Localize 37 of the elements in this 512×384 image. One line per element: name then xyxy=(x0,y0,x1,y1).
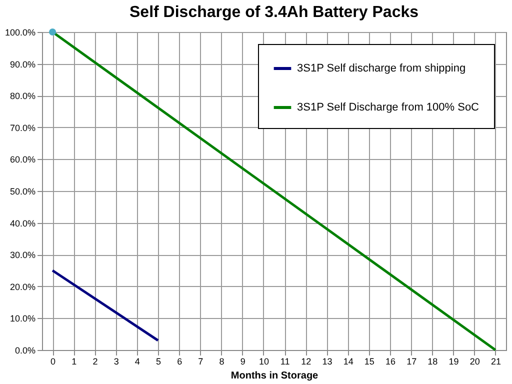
x-tick-label: 16 xyxy=(385,356,396,366)
x-tick-label: 15 xyxy=(364,356,374,366)
y-tick-label: 100.0% xyxy=(4,28,36,38)
x-tick-label: 4 xyxy=(134,356,140,366)
x-tick-label: 10 xyxy=(258,356,269,366)
x-tick-label: 7 xyxy=(198,356,204,366)
y-tick-label: 90.0% xyxy=(10,59,36,70)
x-tick-label: 5 xyxy=(156,356,162,366)
x-tick-label: 3 xyxy=(114,356,119,366)
y-tick-label: 70.0% xyxy=(10,122,36,133)
x-tick-label: 0 xyxy=(50,356,56,366)
y-tick-label: 20.0% xyxy=(10,282,36,292)
x-tick-label: 9 xyxy=(240,356,246,366)
x-tick-label: 18 xyxy=(428,356,438,366)
x-tick-label: 1 xyxy=(72,356,77,366)
x-tick-label: 17 xyxy=(406,356,417,366)
x-tick-label: 19 xyxy=(448,356,459,366)
legend-label: 3S1P Self discharge from shipping xyxy=(297,62,466,74)
x-tick-label: 20 xyxy=(470,356,480,366)
x-tick-label: 2 xyxy=(92,356,98,366)
chart-title: Self Discharge of 3.4Ah Battery Packs xyxy=(129,4,419,21)
x-tick-label: 6 xyxy=(177,356,182,366)
x-tick-label: 11 xyxy=(280,356,290,366)
x-tick-label: 12 xyxy=(301,356,312,366)
x-tick-label: 13 xyxy=(322,356,332,366)
y-tick-label: 0.0% xyxy=(14,346,36,356)
y-tick-label: 80.0% xyxy=(10,91,36,102)
y-tick-label: 10.0% xyxy=(10,314,36,324)
x-tick-label: 14 xyxy=(343,356,354,366)
y-tick-label: 30.0% xyxy=(10,250,36,260)
y-tick-label: 50.0% xyxy=(10,186,36,196)
x-tick-label: 8 xyxy=(219,356,224,366)
y-tick-label: 40.0% xyxy=(10,218,36,228)
y-tick-label: 60.0% xyxy=(10,154,36,165)
legend-label: 3S1P Self Discharge from 100% SoC xyxy=(297,102,480,114)
x-tick-label: 21 xyxy=(490,356,501,366)
x-axis-title: Months in Storage xyxy=(230,370,319,382)
